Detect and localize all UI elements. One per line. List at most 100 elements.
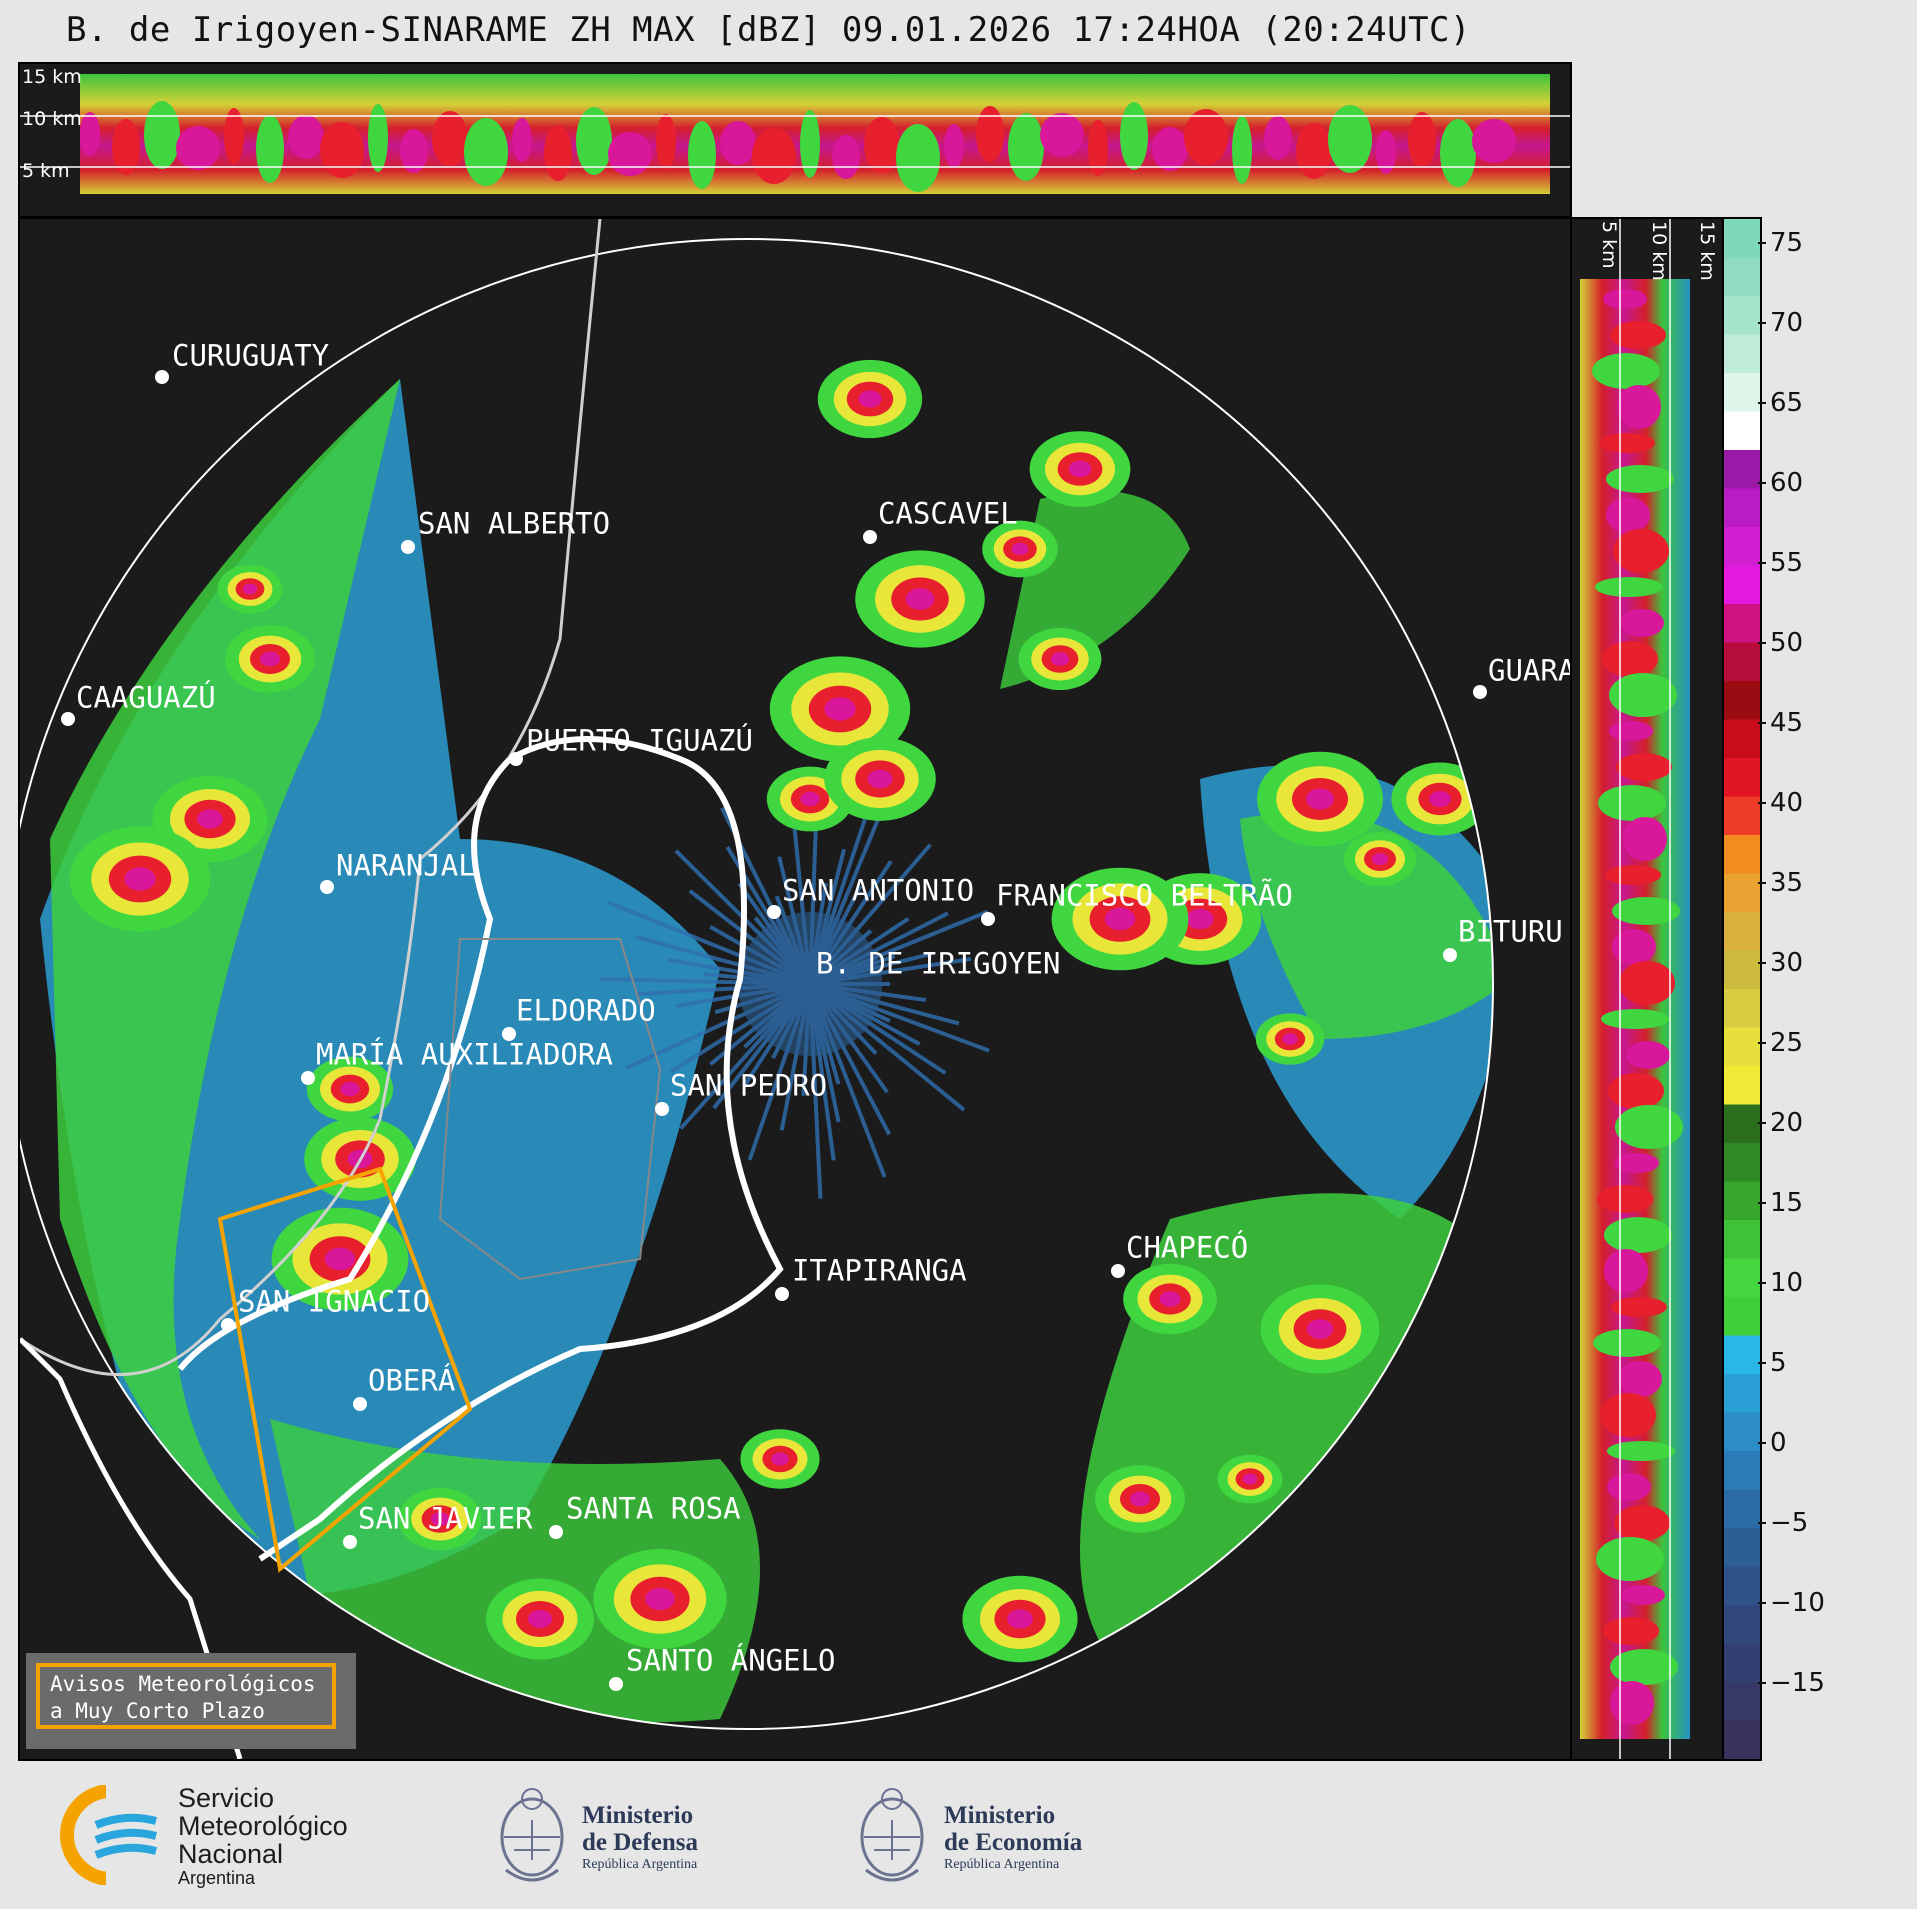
defensa-line-3: República Argentina [582,1857,698,1872]
colorbar-tick-mark [1758,322,1766,324]
colorbar-segment [1724,411,1760,451]
cross-section-echo [1609,721,1653,741]
avisos-link[interactable]: Avisos Meteorológicos a Muy Corto Plazo [36,1663,336,1729]
colorbar-tick-label: 70 [1770,308,1804,338]
colorbar-segment [1724,1412,1760,1452]
storm-cell [867,769,893,789]
cross-section-echo [1615,1153,1659,1173]
colorbar-tick-mark [1758,1122,1766,1124]
colorbar-segment [1724,912,1760,951]
city-dot-san-antonio [767,905,781,919]
cross-section-echo [320,122,364,178]
colorbar-tick-label: 50 [1770,628,1804,658]
storm-cell [800,791,820,807]
cross-section-echo [256,115,284,183]
colorbar-segment [1724,1143,1760,1182]
colorbar-segment [1724,1335,1760,1375]
storm-cell [528,1610,552,1628]
cross-section-echo [800,110,820,178]
city-label-itapiranga: ITAPIRANGA [792,1253,967,1288]
cross-section-echo [1603,1617,1659,1645]
cross-section-echo [832,135,860,179]
defensa-crest-icon [494,1775,570,1893]
defensa-line-2: de Defensa [582,1829,698,1856]
clutter-ray [808,983,823,1199]
cross-section-echo [1607,1473,1651,1501]
colorbar-tick-label: −10 [1770,1588,1825,1618]
cross-section-echo [1613,529,1669,573]
cross-section-echo [1626,1041,1670,1069]
smn-line-1: Servicio [178,1783,275,1813]
cross-section-echo [864,117,900,173]
colorbar-tick-label: 0 [1770,1428,1787,1458]
storm-cell [1011,542,1029,556]
cross-section-echo [112,119,140,175]
city-label-santo-angelo: SANTO ÁNGELO [626,1643,836,1678]
city-label-santa-rosa: SANTA ROSA [566,1491,741,1526]
storm-cell [824,697,856,721]
clutter-ray [809,956,972,986]
altitude-label-5km: 5 km [22,160,70,182]
colorbar-segment [1724,296,1760,335]
clutter-ray [779,983,812,1131]
clutter-ray [791,816,812,985]
economia-crest-icon [854,1775,930,1893]
storm-cell [1429,790,1451,808]
cross-section-echo [1120,102,1148,170]
cross-section-echo [1264,116,1292,160]
colorbar-tick-label: 60 [1770,468,1804,498]
colorbar-tick-label: 40 [1770,788,1804,818]
clutter-ray [801,983,812,1096]
cross-section-echo [544,125,572,181]
colorbar-tick-mark [1758,402,1766,404]
radar-map-panel[interactable]: CURUGUATY SAN ALBERTO CASCAVEL CAAGUAZÚ … [18,217,1572,1761]
colorbar-tick-label: −15 [1770,1668,1825,1698]
avisos-box[interactable]: Avisos Meteorológicos a Muy Corto Plazo [26,1653,356,1749]
cross-section-echo [1232,116,1252,184]
altitude-label-5km-vertical: 5 km [1598,221,1620,269]
cross-section-echo [1617,385,1661,429]
city-label-cascavel: CASCAVEL [878,496,1018,531]
city-dot-francisco-beltrao [981,912,995,926]
avisos-line-1: Avisos Meteorológicos [50,1672,316,1696]
cross-section-echo [1088,120,1108,176]
smn-logo [56,1784,176,1886]
storm-cell [858,390,882,408]
storm-cell [1159,1291,1181,1307]
dbz-colorbar [1722,217,1762,1761]
storm-cell [1068,460,1092,478]
cross-section-echo [1408,112,1436,168]
cross-section-echo [1440,119,1476,187]
colorbar-segment [1724,950,1760,990]
cross-section-echo [1610,1681,1654,1725]
clutter-ray [625,982,811,1070]
storm-cell [771,1452,789,1466]
clutter-ray [808,860,893,986]
cross-section-echo [1602,641,1658,677]
city-label-obera: OBERÁ [368,1363,456,1398]
cross-section-echo [1596,1537,1664,1581]
city-label-caaguazu: CAAGUAZÚ [76,680,216,715]
smn-line-4: Argentina [178,1868,256,1888]
colorbar-tick-label: −5 [1770,1508,1809,1538]
clutter-ray [777,856,812,985]
colorbar-tick-label: 45 [1770,708,1804,738]
altitude-label-10km-vertical: 10 km [1648,221,1670,281]
city-dot-cascavel [863,530,877,544]
colorbar-segment [1724,1720,1760,1759]
city-label-san-alberto: SAN ALBERTO [418,506,611,541]
colorbar-segment [1724,1104,1760,1144]
cross-section-echo [224,108,244,164]
cross-section-echo [80,112,100,156]
storm-cell [1104,907,1136,931]
cross-section-echo [1611,1297,1667,1317]
cross-section-echo [752,128,796,184]
city-label-san-pedro: SAN PEDRO [670,1068,828,1103]
cross-section-echo [1604,1249,1648,1293]
clutter-ray [809,911,949,986]
storm-cell [1007,1609,1033,1629]
colorbar-segment [1724,1027,1760,1067]
cross-section-echo [1621,1585,1665,1605]
city-dot-curuguaty [155,370,169,384]
colorbar-tick-label: 15 [1770,1188,1804,1218]
